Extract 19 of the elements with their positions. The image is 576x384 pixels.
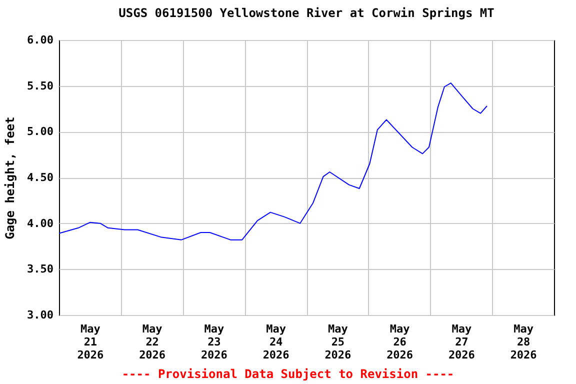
- y-tick-label: 5.50: [27, 79, 54, 92]
- text: ---- Provisional Data Subject to Revision ----: [120, 367, 456, 381]
- y-tick-label: 6.00: [27, 34, 54, 46]
- x-tick-label: May 27 2026: [448, 322, 476, 362]
- y-tick-label: 4.50: [27, 171, 54, 184]
- x-tick-label: May 25 2026: [324, 322, 352, 362]
- y-axis-title: Gage height, feet: [3, 116, 18, 240]
- x-tick-label: May 24 2026: [262, 322, 290, 362]
- x-tick-label: May 28 2026: [510, 322, 538, 362]
- y-tick-label: 3.00: [27, 308, 54, 322]
- x-tick-label: May 26 2026: [386, 322, 414, 362]
- y-tick-label: 5.00: [27, 125, 54, 138]
- x-tick-label: May 23 2026: [200, 322, 228, 362]
- x-tick-label: May 21 2026: [77, 322, 104, 362]
- chart-title: USGS 06191500 Yellowstone River at Corwin Springs MT: [118, 6, 494, 20]
- y-tick-label: 3.50: [27, 262, 54, 276]
- x-tick-label: May 22 2026: [139, 322, 166, 362]
- line-series: [58, 82, 488, 240]
- y-tick-label: 4.00: [27, 216, 54, 230]
